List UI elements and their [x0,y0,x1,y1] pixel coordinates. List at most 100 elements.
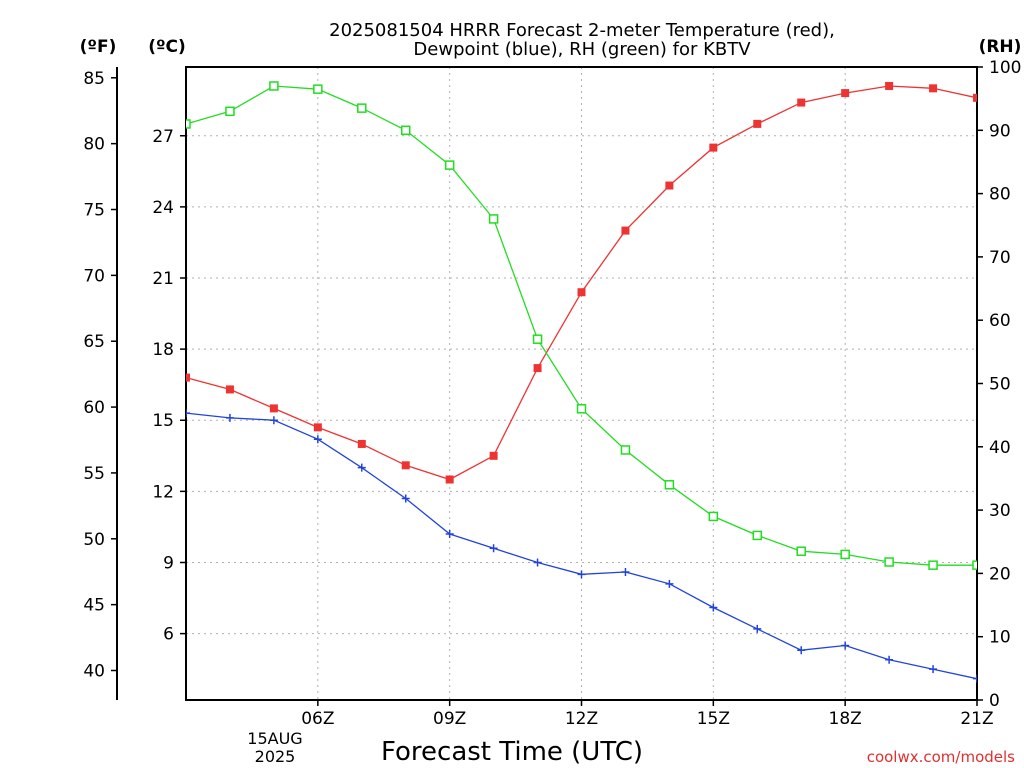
rh-point [532,334,543,344]
celsius-tick-label: 6 [163,625,174,645]
celsius-tick-label: 27 [152,127,174,147]
temperature-point [621,226,630,235]
fahrenheit-tick-label: 50 [83,530,105,550]
celsius-tick-label: 12 [152,482,174,502]
temperature-point [841,89,850,98]
rh-point [488,214,499,224]
rh-tick-label: 0 [989,691,1000,711]
rh-tick-label: 40 [989,438,1011,458]
x-tick-label: 15Z [697,709,730,729]
chart-title-line2: Dewpoint (blue), RH (green) for KBTV [413,39,751,60]
rh-tick-label: 50 [989,375,1011,395]
temperature-point [885,81,894,90]
x-tick-label: 06Z [301,709,334,729]
dewpoint-point [885,655,894,664]
x-tick-label: 12Z [565,709,598,729]
rh-point [357,103,367,113]
rh-point [708,511,719,522]
rh-tick-label: 10 [989,628,1011,648]
celsius-tick-label: 9 [163,553,174,573]
dewpoint-point [533,558,542,567]
date-label-day: 15AUG [247,729,302,748]
fahrenheit-tick-label: 65 [83,332,105,352]
grid-lines [186,67,978,700]
celsius-tick-label: 21 [152,269,174,289]
dewpoint-point [621,567,630,576]
rh-point [884,557,894,567]
dewpoint-point [753,624,762,633]
temperature-point [753,119,762,128]
dewpoint-point [186,409,190,418]
temperature-point [973,93,977,102]
rh-point [576,404,587,414]
dewpoint-point [1017,677,1024,685]
rh-tick-label: 80 [989,185,1011,205]
rh-tick-label: 60 [989,311,1011,331]
dewpoint-point [225,413,234,422]
temperature-point [533,364,542,373]
fahrenheit-unit-label: (ºF) [80,37,117,57]
temperature-point [797,98,806,107]
fahrenheit-tick-label: 60 [83,398,105,418]
celsius-unit-label: (ºC) [148,37,186,57]
rh-tick-label: 90 [989,121,1011,141]
rh-tick-label: 20 [989,564,1011,584]
dewpoint-point [665,579,674,588]
rh-unit-label: (RH) [979,37,1022,57]
axes: 40 45 50 55 60 65 70 75 80 85 6 9 12 15 18 21 24 27 0 10 20 3… [83,58,1021,729]
rh-point [225,106,235,117]
chart-title-line1: 2025081504 HRRR Forecast 2-meter Tempera… [329,20,835,41]
rh-point [186,119,191,129]
dewpoint-point [797,646,806,655]
temperature-point [709,143,718,152]
rh-point [752,530,763,541]
temperature-point [445,475,454,484]
temperature-point [186,373,190,382]
series-layer [186,81,1024,685]
date-label-year: 2025 [255,747,296,766]
temperature-point [313,423,322,432]
temperature-point [665,181,674,190]
x-tick-label: 18Z [829,709,862,729]
dewpoint-point [401,494,410,503]
x-axis-label: Forecast Time (UTC) [381,737,643,767]
dewpoint-point [445,530,454,539]
dewpoint-point [929,665,938,674]
dewpoint-point [973,674,977,683]
temperature-point [401,461,410,470]
rh-tick-label: 70 [989,248,1011,268]
dewpoint-point [357,463,366,472]
celsius-tick-label: 24 [152,198,174,218]
rh-point [664,480,675,490]
rh-point [620,445,631,455]
fahrenheit-tick-label: 80 [83,135,105,155]
temperature-point [225,385,234,394]
temperature-point [577,288,586,297]
celsius-tick-label: 15 [152,411,174,431]
temperature-point [357,439,366,448]
rh-point [972,560,977,570]
dewpoint-line [186,412,977,680]
temperature-line [186,85,977,481]
rh-point [269,81,279,91]
celsius-tick-label: 18 [152,340,174,360]
rh-point [444,160,455,170]
rh-point [796,546,806,556]
temperature-point [929,84,938,93]
fahrenheit-tick-label: 75 [83,201,105,221]
rh-point [313,84,323,94]
dewpoint-point [313,435,322,444]
plot-frame [185,66,978,701]
fahrenheit-tick-label: 55 [83,464,105,484]
rh-tick-label: 30 [989,501,1011,521]
rh-line [186,85,977,566]
dewpoint-point [269,416,278,425]
x-tick-label: 09Z [433,709,466,729]
watermark: coolwx.com/models [867,748,1015,766]
temperature-point [489,451,498,460]
temperature-point [1017,94,1024,102]
rh-point [400,125,411,136]
dewpoint-point [841,641,850,650]
dewpoint-point [709,603,718,612]
